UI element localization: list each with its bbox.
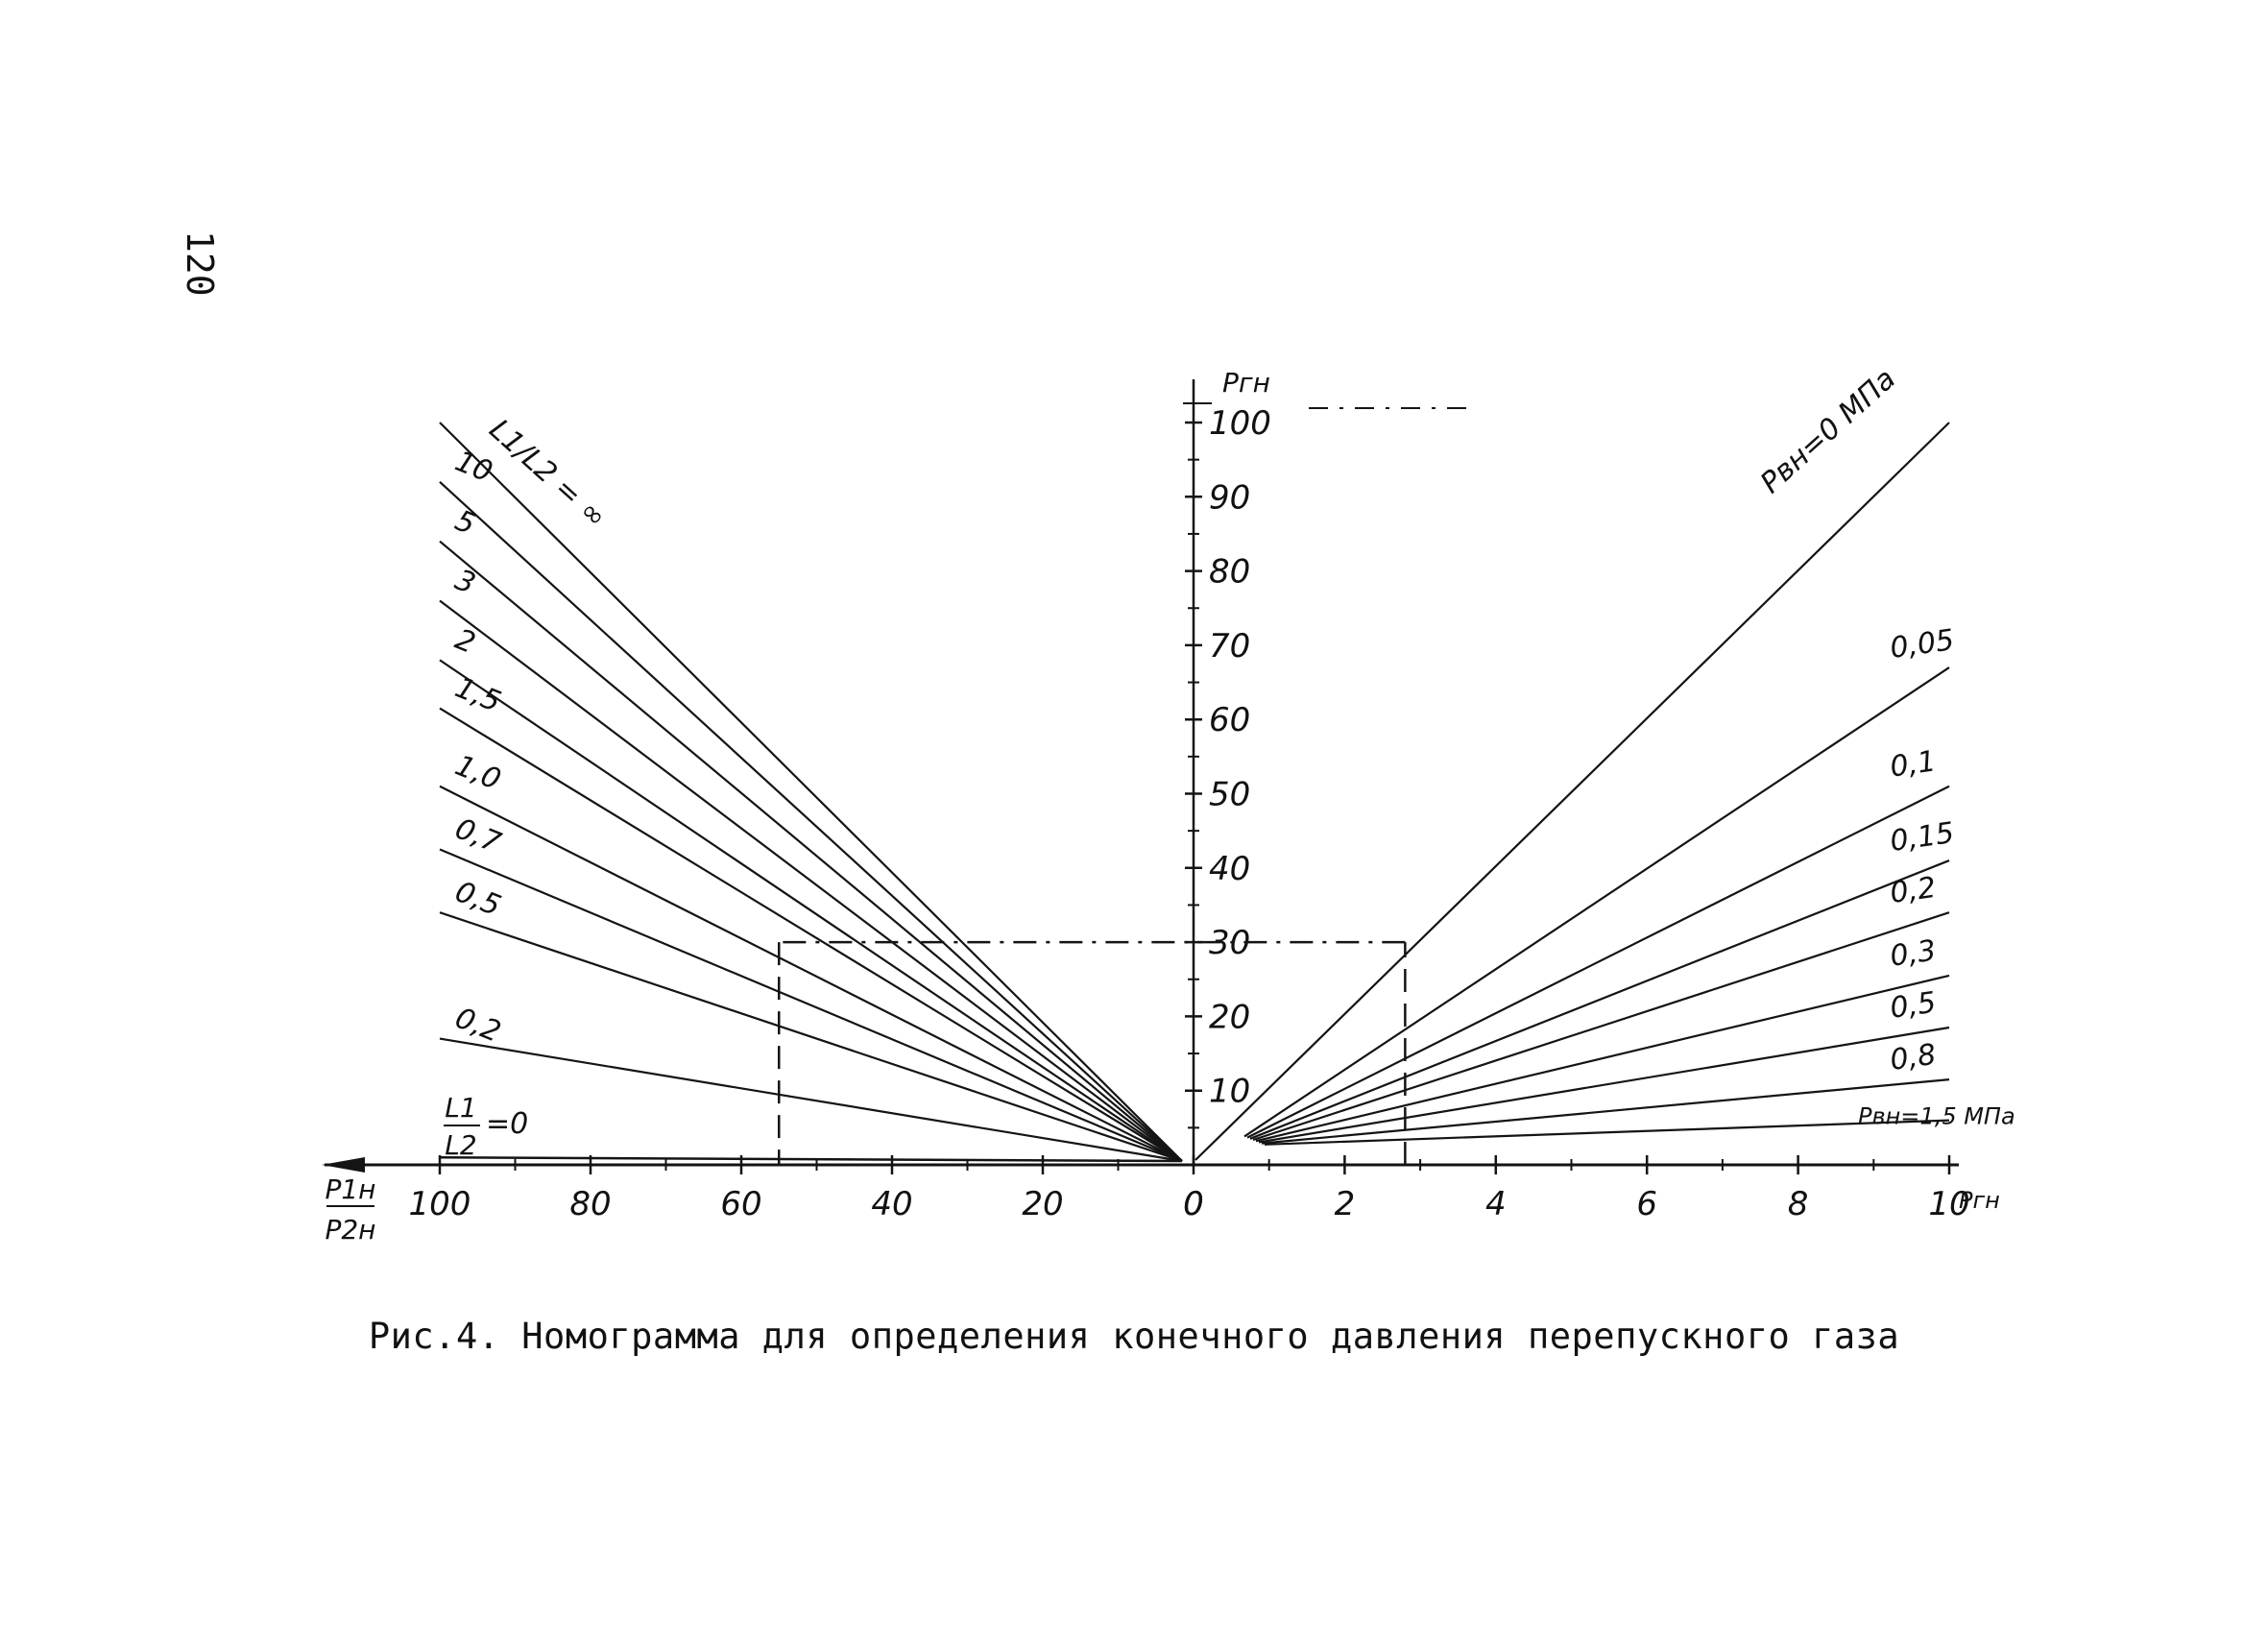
figure-caption: Рис.4. Номограмма для определения конечн… [368, 1316, 1900, 1357]
right-series-label: 0,2 [1888, 871, 1938, 910]
left-series-line [439, 659, 1183, 1162]
left-series-line [439, 422, 1183, 1162]
left-x-tick-label: 20 [1022, 1185, 1063, 1223]
right-x-tick-label: 2 [1335, 1185, 1356, 1223]
right-x-tick-label: 10 [1928, 1185, 1969, 1223]
right-series-label: 0,1 [1888, 744, 1938, 784]
left-series-label: 1,5 [450, 671, 505, 719]
left-series-line [439, 481, 1183, 1162]
y-tick-label: 100 [1209, 404, 1271, 443]
right-series-line [1246, 785, 1950, 1139]
right-series-line [1249, 859, 1950, 1140]
right-x-tick-label: 6 [1636, 1185, 1657, 1223]
left-series-line [439, 848, 1183, 1163]
axes [322, 379, 1959, 1173]
right-series-label: 0,8 [1888, 1038, 1938, 1077]
right-series-label: 0,5 [1888, 986, 1938, 1026]
right-series-label-bottom: Pвн=1,5 МПа [1858, 1103, 2015, 1130]
left-series-line [439, 1156, 1183, 1163]
example-path [778, 407, 1472, 1165]
left-zero-label-value: =0 [486, 1107, 528, 1141]
y-tick-label: 20 [1209, 998, 1250, 1036]
left-series-label: 0,5 [450, 875, 505, 923]
right-series-line [1194, 422, 1950, 1161]
left-series-line [439, 540, 1183, 1162]
right-series-line [1261, 1078, 1950, 1145]
left-x-tick-label: 40 [871, 1185, 912, 1223]
right-x-tick-label: 4 [1485, 1185, 1507, 1223]
left-series-label: 1,0 [450, 749, 505, 797]
y-tick-label: 90 [1209, 478, 1250, 517]
left-x-tick-label: 80 [569, 1185, 611, 1223]
right-series-line [1243, 666, 1950, 1138]
left-x-axis-label-den: P2н [325, 1214, 375, 1246]
left-zero-label-num: L1 [445, 1092, 476, 1124]
right-series-line [1264, 1119, 1950, 1146]
x-axis-arrow [322, 1157, 365, 1173]
left-x-tick-label: 100 [409, 1185, 471, 1223]
right-series-label: 0,05 [1888, 623, 1956, 665]
right-series-line [1258, 1026, 1950, 1144]
left-x-tick-label: 0 [1183, 1185, 1204, 1223]
right-series-group [1194, 422, 1950, 1161]
left-series-label: 3 [450, 563, 480, 601]
y-tick-label: 80 [1209, 553, 1250, 592]
left-series-label: 10 [450, 445, 497, 490]
left-series-label: 2 [450, 622, 480, 661]
right-series-label: 0,3 [1888, 934, 1938, 974]
left-zero-label-den: L2 [445, 1129, 476, 1161]
left-x-tick-label: 60 [720, 1185, 761, 1223]
right-series-line [1255, 974, 1950, 1143]
y-tick-label: 50 [1209, 776, 1250, 814]
left-series-label: 0,7 [450, 811, 505, 859]
right-x-tick-label: 8 [1788, 1185, 1809, 1223]
right-x-axis-label: Pгн [1959, 1187, 2000, 1214]
left-series-label-top: L1/L2 = ∞ [483, 413, 614, 535]
chart-labels: L1/L2 = ∞105321,51,00,70,50,2L1L2=0Pвн=0… [325, 362, 2015, 1246]
left-series-line [439, 911, 1183, 1163]
y-tick-label: 40 [1209, 850, 1250, 888]
y-tick-label: 10 [1209, 1073, 1250, 1111]
right-series-line [1252, 911, 1950, 1142]
y-tick-label: 70 [1209, 627, 1250, 665]
left-x-axis-label-num: P1н [325, 1173, 375, 1205]
left-series-line [439, 1037, 1183, 1163]
y-axis-label: Pгн [1222, 367, 1270, 399]
left-series-group [439, 422, 1183, 1163]
origin-label: 0 [1183, 1185, 1204, 1223]
left-series-line [439, 707, 1183, 1162]
left-series-label: 5 [450, 504, 480, 543]
left-series-line [439, 599, 1183, 1162]
right-series-label-top: Pвн=0 МПа [1754, 362, 1902, 500]
right-series-label: 0,15 [1888, 816, 1956, 859]
left-series-line [439, 785, 1183, 1162]
y-tick-label: 60 [1209, 701, 1250, 739]
